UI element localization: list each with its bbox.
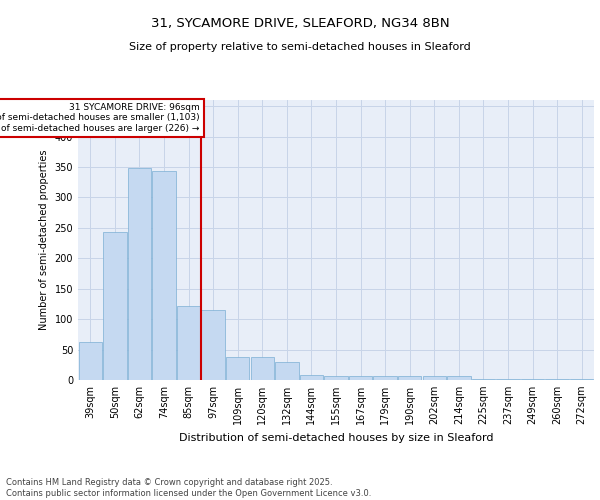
Bar bbox=[300, 374, 323, 380]
Text: Size of property relative to semi-detached houses in Sleaford: Size of property relative to semi-detach… bbox=[129, 42, 471, 52]
Bar bbox=[177, 306, 200, 380]
Bar bbox=[251, 357, 274, 380]
Bar bbox=[447, 376, 470, 380]
Text: 31, SYCAMORE DRIVE, SLEAFORD, NG34 8BN: 31, SYCAMORE DRIVE, SLEAFORD, NG34 8BN bbox=[151, 18, 449, 30]
Bar bbox=[349, 376, 372, 380]
Text: Contains HM Land Registry data © Crown copyright and database right 2025.
Contai: Contains HM Land Registry data © Crown c… bbox=[6, 478, 371, 498]
X-axis label: Distribution of semi-detached houses by size in Sleaford: Distribution of semi-detached houses by … bbox=[179, 432, 493, 442]
Bar bbox=[398, 376, 421, 380]
Bar bbox=[472, 379, 495, 380]
Bar bbox=[128, 168, 151, 380]
Text: 31 SYCAMORE DRIVE: 96sqm
← 82% of semi-detached houses are smaller (1,103)
17% o: 31 SYCAMORE DRIVE: 96sqm ← 82% of semi-d… bbox=[0, 103, 200, 133]
Bar bbox=[226, 357, 250, 380]
Bar bbox=[152, 171, 176, 380]
Bar bbox=[103, 232, 127, 380]
Bar bbox=[373, 376, 397, 380]
Bar bbox=[275, 362, 299, 380]
Y-axis label: Number of semi-detached properties: Number of semi-detached properties bbox=[39, 150, 49, 330]
Bar bbox=[202, 310, 225, 380]
Bar bbox=[79, 342, 102, 380]
Bar bbox=[422, 376, 446, 380]
Bar bbox=[325, 376, 347, 380]
